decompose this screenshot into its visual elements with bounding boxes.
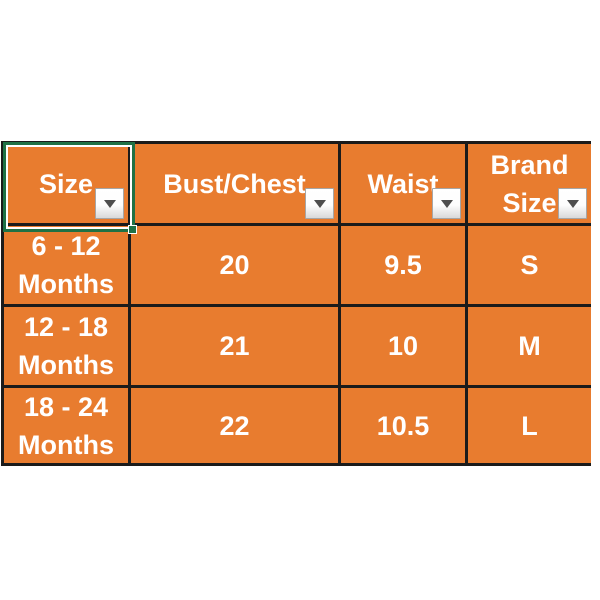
waist-value: 9.5 — [384, 250, 422, 280]
cell-brand-size-row1[interactable]: S — [468, 226, 591, 304]
cell-brand-size-row3[interactable]: L — [468, 388, 591, 463]
cell-waist-row3[interactable]: 10.5 — [341, 388, 465, 463]
fill-handle[interactable] — [128, 225, 137, 234]
filter-dropdown-icon — [566, 199, 579, 208]
header-label-bust-chest: Bust/Chest — [163, 168, 306, 199]
brand-size-value: M — [518, 331, 541, 361]
size-range-line1: 18 - 24 — [23, 391, 109, 422]
waist-value: 10 — [387, 331, 419, 361]
filter-dropdown-icon — [313, 199, 326, 208]
brand-size-value: S — [520, 250, 539, 280]
header-label-brand-line1: Brand — [490, 149, 569, 180]
size-range-line2: Months — [18, 429, 114, 460]
header-label-waist: Waist — [367, 168, 439, 199]
cell-size-row1[interactable]: 6 - 12 Months — [4, 226, 128, 304]
filter-button-bust-chest[interactable] — [305, 188, 334, 219]
cell-bust-chest-row3[interactable]: 22 — [131, 388, 338, 463]
cell-waist-row2[interactable]: 10 — [341, 307, 465, 385]
header-cell-size[interactable]: Size — [3, 142, 137, 234]
header-label-brand-line2: Size — [502, 187, 557, 218]
filter-dropdown-icon — [103, 199, 116, 208]
size-range-line2: Months — [18, 269, 114, 299]
cell-bust-chest-row2[interactable]: 21 — [131, 307, 338, 385]
header-label-size: Size — [38, 168, 94, 199]
filter-dropdown-icon — [440, 199, 453, 208]
bust-chest-value: 22 — [219, 410, 250, 441]
filter-button-size[interactable] — [95, 188, 124, 219]
size-chart-table: Size Bust/Chest Waist Brand Size — [1, 141, 591, 466]
filter-button-waist[interactable] — [432, 188, 461, 219]
size-range-line1: 12 - 18 — [23, 312, 109, 342]
cell-brand-size-row2[interactable]: M — [468, 307, 591, 385]
size-range-line1: 6 - 12 — [31, 231, 101, 261]
header-cell-bust-chest[interactable]: Bust/Chest — [131, 144, 338, 223]
cell-waist-row1[interactable]: 9.5 — [341, 226, 465, 304]
bust-chest-value: 20 — [219, 250, 250, 280]
size-range-line2: Months — [18, 350, 114, 380]
brand-size-value: L — [521, 410, 538, 441]
waist-value: 10.5 — [376, 410, 430, 441]
bust-chest-value: 21 — [219, 331, 250, 361]
cell-size-row2[interactable]: 12 - 18 Months — [4, 307, 128, 385]
header-cell-waist[interactable]: Waist — [341, 144, 465, 223]
cell-size-row3[interactable]: 18 - 24 Months — [4, 388, 128, 463]
cell-bust-chest-row1[interactable]: 20 — [131, 226, 338, 304]
filter-button-brand-size[interactable] — [558, 188, 587, 219]
header-cell-brand-size[interactable]: Brand Size — [468, 144, 591, 223]
